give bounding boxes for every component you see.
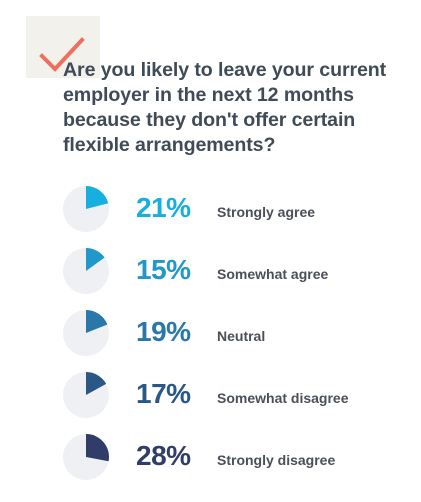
pie-slice [86, 310, 108, 333]
pie-slice [86, 372, 107, 395]
response-row: 21% Strongly agree [63, 186, 403, 248]
pie-svg [63, 248, 109, 294]
pie-svg [63, 310, 109, 356]
pie-chart [63, 372, 109, 418]
pie-svg [63, 186, 109, 232]
percentage-label: 28% [136, 440, 191, 471]
response-row: 15% Somewhat agree [63, 248, 403, 310]
response-label: Neutral [217, 328, 266, 344]
pie-chart [63, 310, 109, 356]
response-row: 17% Somewhat disagree [63, 372, 403, 434]
response-list: 21% Strongly agree 15% Somewhat agree 19% Neu… [63, 186, 403, 496]
pie-chart [63, 248, 109, 294]
response-row: 19% Neutral [63, 310, 403, 372]
percentage-label: 17% [136, 378, 191, 409]
response-label: Strongly disagree [217, 452, 336, 468]
response-label: Somewhat agree [217, 266, 329, 282]
percentage-label: 15% [136, 254, 191, 285]
pie-slice [86, 248, 105, 271]
response-row: 28% Strongly disagree [63, 434, 403, 496]
percentage-label: 19% [136, 316, 191, 347]
response-label: Somewhat disagree [217, 390, 349, 406]
check-mark-icon [39, 37, 85, 72]
pie-chart [63, 186, 109, 232]
pie-svg [63, 372, 109, 418]
percentage-label: 21% [136, 192, 191, 223]
pie-slice [86, 434, 109, 462]
check-badge [26, 16, 100, 78]
response-label: Strongly agree [217, 204, 316, 220]
pie-svg [63, 434, 109, 480]
survey-question: Are you likely to leave your current emp… [63, 59, 387, 156]
pie-chart [63, 434, 109, 480]
pie-slice [86, 186, 109, 209]
